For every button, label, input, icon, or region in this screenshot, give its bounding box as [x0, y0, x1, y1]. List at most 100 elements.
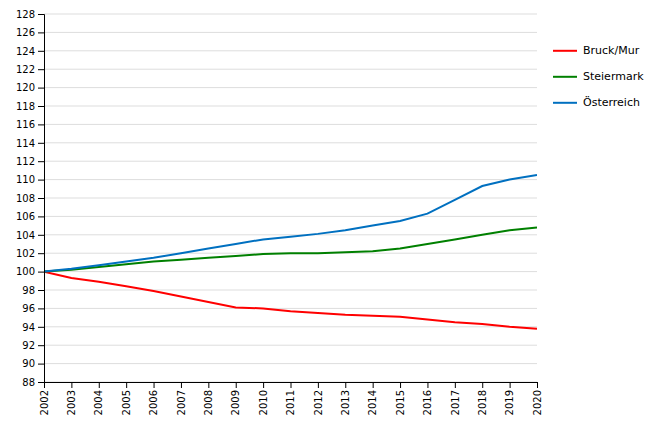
- y-tick-mark: [38, 308, 44, 309]
- y-tick: 114: [16, 138, 44, 149]
- y-tick-mark: [38, 198, 44, 199]
- grid-line: [44, 271, 537, 272]
- y-tick-label: 122: [16, 64, 35, 75]
- y-tick-label: 88: [22, 377, 35, 388]
- plot: 2002200320042005200620072008200920102011…: [16, 9, 543, 416]
- x-tick: 2011: [285, 382, 296, 415]
- x-tick-mark: [126, 382, 127, 388]
- y-tick-mark: [38, 180, 44, 181]
- y-tick: 104: [16, 230, 44, 241]
- x-tick-mark: [263, 382, 264, 388]
- y-tick-label: 94: [22, 322, 35, 333]
- y-tick-mark: [38, 124, 44, 125]
- x-tick: 2006: [148, 382, 159, 415]
- y-tick-mark: [38, 382, 44, 383]
- x-tick: 2020: [532, 382, 543, 415]
- y-tick-label: 102: [16, 248, 35, 259]
- y-tick-mark: [38, 327, 44, 328]
- y-tick: 122: [16, 64, 44, 75]
- x-tick-label: 2014: [367, 390, 378, 415]
- y-tick: 94: [22, 322, 44, 333]
- legend-label: Bruck/Mur: [583, 44, 640, 57]
- grid-line: [44, 50, 537, 51]
- grid-line: [44, 179, 537, 180]
- x-tick-label: 2018: [477, 390, 488, 415]
- y-tick-mark: [38, 345, 44, 346]
- y-tick-label: 96: [22, 303, 35, 314]
- y-tick: 106: [16, 211, 44, 222]
- x-tick: 2007: [176, 382, 187, 415]
- x-tick-mark: [345, 382, 346, 388]
- grid-line: [44, 142, 537, 143]
- grid: [44, 14, 537, 382]
- x-tick-mark: [208, 382, 209, 388]
- x-tick: 2010: [258, 382, 269, 415]
- series-line: [44, 175, 537, 272]
- y-tick-mark: [38, 235, 44, 236]
- x-tick: 2009: [230, 382, 241, 415]
- legend-swatch: [553, 76, 577, 78]
- y-tick-mark: [38, 51, 44, 52]
- y-tick-label: 100: [16, 266, 35, 277]
- y-tick-label: 114: [16, 138, 35, 149]
- x-tick-label: 2008: [203, 390, 214, 415]
- x-tick: 2019: [504, 382, 515, 415]
- y-tick: 108: [16, 193, 44, 204]
- grid-line: [44, 32, 537, 33]
- y-tick-mark: [38, 364, 44, 365]
- x-tick: 2016: [422, 382, 433, 415]
- chart: 2002200320042005200620072008200920102011…: [0, 0, 667, 430]
- x-tick: 2005: [121, 382, 132, 415]
- x-tick-label: 2013: [340, 390, 351, 415]
- grid-line: [44, 87, 537, 88]
- legend-item: Österreich: [553, 96, 640, 109]
- x-tick-label: 2009: [230, 390, 241, 415]
- grid-line: [44, 198, 537, 199]
- y-tick-label: 98: [22, 285, 35, 296]
- x-tick: 2018: [477, 382, 488, 415]
- x-tick-label: 2004: [93, 390, 104, 415]
- grid-line: [44, 234, 537, 235]
- y-tick-label: 116: [16, 119, 35, 130]
- y-tick: 124: [16, 46, 44, 57]
- x-tick-label: 2016: [422, 390, 433, 415]
- x-tick-mark: [71, 382, 72, 388]
- grid-line: [44, 363, 537, 364]
- y-tick-mark: [38, 32, 44, 33]
- x-tick-mark: [154, 382, 155, 388]
- y-tick-mark: [38, 106, 44, 107]
- x-tick-mark: [236, 382, 237, 388]
- grid-line: [44, 308, 537, 309]
- x-tick-label: 2020: [532, 390, 543, 415]
- x-tick-mark: [537, 382, 538, 388]
- grid-line: [44, 326, 537, 327]
- y-tick-label: 120: [16, 82, 35, 93]
- y-tick: 96: [22, 303, 44, 314]
- legend-item: Steiermark: [553, 70, 644, 83]
- grid-line: [44, 161, 537, 162]
- y-tick: 88: [22, 377, 44, 388]
- x-tick-label: 2007: [176, 390, 187, 415]
- y-axis: 8890929496981001021041061081101121141161…: [16, 9, 45, 388]
- x-tick-mark: [427, 382, 428, 388]
- x-tick-label: 2006: [148, 390, 159, 415]
- y-tick-label: 110: [16, 174, 35, 185]
- y-tick: 110: [16, 174, 44, 185]
- x-tick-mark: [318, 382, 319, 388]
- y-tick-label: 108: [16, 193, 35, 204]
- x-tick: 2008: [203, 382, 214, 415]
- grid-line: [44, 345, 537, 346]
- y-tick: 128: [16, 9, 44, 20]
- grid-line: [44, 106, 537, 107]
- x-tick: 2015: [395, 382, 406, 415]
- y-axis-line: [38, 15, 45, 383]
- y-tick-label: 104: [16, 230, 35, 241]
- x-tick-label: 2011: [285, 390, 296, 415]
- x-tick: 2017: [450, 382, 461, 415]
- legend-swatch: [553, 102, 577, 104]
- y-tick-mark: [38, 216, 44, 217]
- y-tick: 102: [16, 248, 44, 259]
- y-tick: 98: [22, 285, 44, 296]
- grid-line: [44, 216, 537, 217]
- grid-line: [44, 124, 537, 125]
